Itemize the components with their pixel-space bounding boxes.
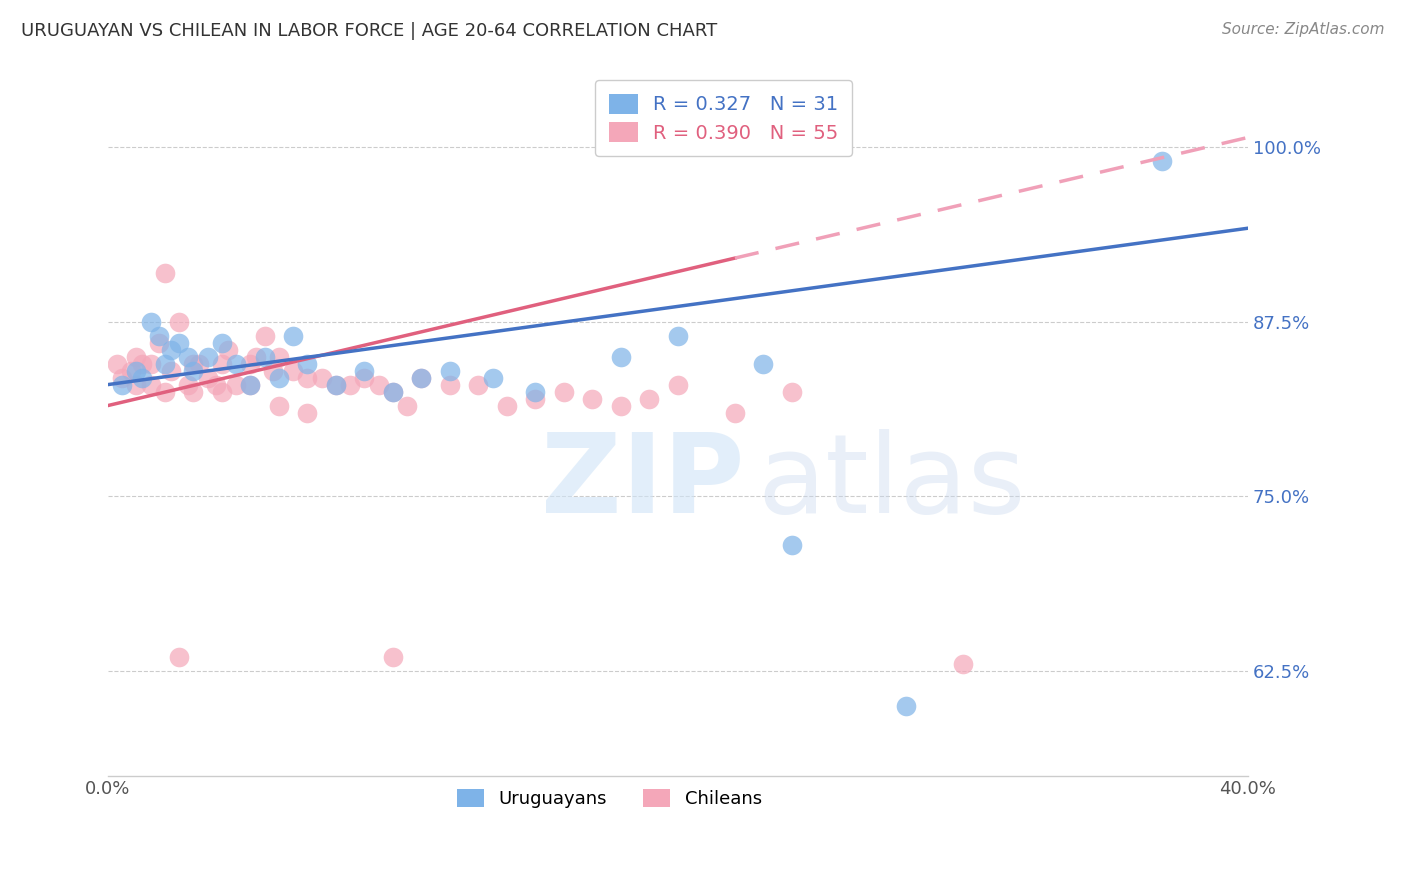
- Point: [120, 364, 142, 378]
- Point: [283, 328, 305, 343]
- Point: [666, 328, 689, 343]
- Point: [610, 399, 633, 413]
- Point: [411, 370, 433, 384]
- Point: [125, 364, 148, 378]
- Point: [131, 370, 153, 384]
- Text: URUGUAYAN VS CHILEAN IN LABOR FORCE | AGE 20-64 CORRELATION CHART: URUGUAYAN VS CHILEAN IN LABOR FORCE | AG…: [21, 22, 717, 40]
- Point: [524, 392, 547, 406]
- Point: [894, 698, 917, 713]
- Point: [111, 370, 134, 384]
- Text: atlas: atlas: [758, 429, 1026, 536]
- Point: [167, 649, 190, 664]
- Point: [159, 343, 181, 357]
- Point: [581, 392, 603, 406]
- Point: [125, 350, 148, 364]
- Point: [148, 328, 170, 343]
- Point: [411, 370, 433, 384]
- Point: [177, 377, 200, 392]
- Point: [167, 315, 190, 329]
- Point: [253, 328, 276, 343]
- Point: [752, 357, 775, 371]
- Point: [381, 649, 404, 664]
- Point: [311, 370, 333, 384]
- Point: [177, 350, 200, 364]
- Point: [339, 377, 361, 392]
- Point: [211, 357, 233, 371]
- Point: [780, 384, 803, 399]
- Legend: Uruguayans, Chileans: Uruguayans, Chileans: [450, 781, 769, 815]
- Point: [139, 357, 162, 371]
- Point: [183, 384, 205, 399]
- Point: [325, 377, 347, 392]
- Point: [139, 315, 162, 329]
- Point: [367, 377, 389, 392]
- Point: [283, 364, 305, 378]
- Point: [353, 370, 375, 384]
- Point: [666, 377, 689, 392]
- Point: [439, 377, 461, 392]
- Point: [325, 377, 347, 392]
- Point: [225, 357, 247, 371]
- Point: [267, 370, 290, 384]
- Point: [105, 357, 128, 371]
- Point: [610, 350, 633, 364]
- Point: [225, 377, 247, 392]
- Point: [381, 384, 404, 399]
- Text: ZIP: ZIP: [541, 429, 745, 536]
- Point: [724, 405, 747, 419]
- Point: [197, 370, 219, 384]
- Point: [167, 335, 190, 350]
- Point: [205, 377, 228, 392]
- Point: [553, 384, 575, 399]
- Point: [188, 357, 211, 371]
- Point: [439, 364, 461, 378]
- Point: [211, 335, 233, 350]
- Point: [638, 392, 661, 406]
- Point: [262, 364, 284, 378]
- Point: [239, 377, 262, 392]
- Point: [197, 350, 219, 364]
- Point: [239, 357, 262, 371]
- Point: [267, 399, 290, 413]
- Point: [396, 399, 419, 413]
- Point: [125, 377, 148, 392]
- Point: [381, 384, 404, 399]
- Point: [780, 538, 803, 552]
- Point: [183, 357, 205, 371]
- Point: [239, 377, 262, 392]
- Point: [148, 335, 170, 350]
- Point: [1152, 154, 1174, 169]
- Point: [111, 377, 134, 392]
- Point: [952, 657, 974, 671]
- Point: [245, 350, 267, 364]
- Point: [139, 377, 162, 392]
- Point: [153, 357, 176, 371]
- Point: [183, 364, 205, 378]
- Point: [297, 357, 319, 371]
- Point: [253, 350, 276, 364]
- Text: Source: ZipAtlas.com: Source: ZipAtlas.com: [1222, 22, 1385, 37]
- Point: [524, 384, 547, 399]
- Point: [297, 405, 319, 419]
- Point: [496, 399, 519, 413]
- Point: [217, 343, 239, 357]
- Point: [267, 350, 290, 364]
- Point: [353, 364, 375, 378]
- Point: [131, 357, 153, 371]
- Point: [481, 370, 503, 384]
- Point: [153, 384, 176, 399]
- Point: [153, 266, 176, 280]
- Point: [467, 377, 489, 392]
- Point: [159, 364, 181, 378]
- Point: [211, 384, 233, 399]
- Point: [297, 370, 319, 384]
